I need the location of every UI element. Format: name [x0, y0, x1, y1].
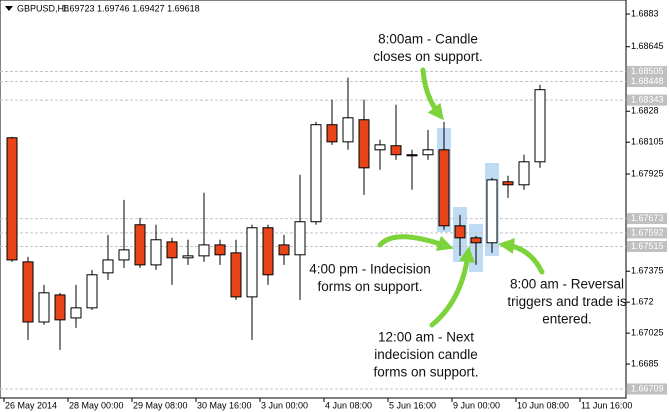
- annotation: 12:00 am - Next: [378, 330, 474, 345]
- candle-body: [422, 149, 434, 156]
- y-tick-label: 1.67375: [631, 266, 664, 276]
- level-label: 1.66709: [631, 383, 664, 393]
- candle-body: [518, 161, 530, 186]
- candle-body: [54, 294, 66, 321]
- x-tick-label: 5 Jun 16:00: [389, 400, 436, 410]
- candle-body: [246, 227, 258, 298]
- candle-body: [326, 124, 338, 143]
- x-tick-label: 30 May 16:00: [197, 400, 252, 410]
- x-tick-label: 28 May 00:00: [69, 400, 124, 410]
- x-tick-label: 26 May 2014: [5, 400, 57, 410]
- y-tick-label: 1.68645: [631, 41, 664, 51]
- annotation: closes on support.: [373, 49, 483, 64]
- candle-body: [406, 154, 418, 157]
- y-tick-label: 1.68105: [631, 137, 664, 147]
- chart-title: GBPUSD,H8: [17, 3, 69, 13]
- candle-body: [198, 244, 210, 257]
- arrow: [420, 67, 444, 121]
- candle-body: [118, 249, 130, 261]
- candle-body: [358, 119, 370, 169]
- level-tag: [627, 227, 667, 239]
- candle-body: [438, 149, 450, 227]
- x-tick-label: 11 Jun 16:00: [581, 400, 632, 410]
- y-tick-label: 1.672: [631, 297, 654, 307]
- candle-body: [182, 255, 194, 259]
- candle-body: [486, 179, 498, 244]
- x-tick-label: 9 Jun 00:00: [453, 400, 500, 410]
- candle-body: [86, 274, 98, 309]
- candle-body: [214, 244, 226, 256]
- candle-body: [102, 259, 114, 274]
- candle-body: [278, 244, 290, 256]
- candle-body: [454, 225, 466, 239]
- candle-body: [470, 237, 482, 244]
- annotation: entered.: [542, 312, 592, 327]
- level-tag: [627, 240, 667, 252]
- annotation: forms on support.: [373, 365, 478, 380]
- annotation: forms on support.: [317, 279, 422, 294]
- candle-body: [262, 227, 274, 276]
- level-label: 1.67515: [631, 241, 664, 251]
- level-label: 1.67673: [631, 213, 664, 223]
- annotation: 8:00 am - Reversal: [510, 277, 624, 292]
- level-label: 1.68343: [631, 94, 664, 104]
- candle-body: [374, 144, 386, 151]
- candle-body: [534, 89, 546, 163]
- annotation: indecision candle: [374, 347, 478, 362]
- candle-body: [230, 252, 242, 298]
- y-tick-label: 1.6828: [631, 106, 659, 116]
- level-label: 1.68448: [631, 76, 664, 86]
- arrow: [429, 246, 475, 328]
- candle-body: [342, 117, 354, 143]
- x-tick-label: 29 May 08:00: [133, 400, 188, 410]
- y-tick-label: 1.6883: [631, 8, 659, 18]
- candle-body: [38, 292, 50, 323]
- candle-body: [390, 145, 402, 156]
- level-tag: [627, 213, 667, 225]
- annotation: 8:00am - Candle: [378, 32, 478, 47]
- x-tick-label: 3 Jun 00:00: [261, 400, 308, 410]
- y-tick-label: 1.67025: [631, 327, 664, 337]
- level-tag: [627, 383, 667, 395]
- annotation: 4:00 pm - Indecision: [309, 262, 431, 277]
- menu-triangle: [5, 6, 13, 11]
- level-tag: [627, 76, 667, 88]
- level-tag: [627, 94, 667, 106]
- candle-body: [310, 124, 322, 223]
- candle-body: [150, 239, 162, 266]
- arrow: [498, 238, 545, 275]
- chart-subtitle: 1.69723 1.69746 1.69427 1.69618: [62, 3, 200, 13]
- candle-body: [22, 261, 34, 323]
- level-label: 1.68505: [631, 66, 664, 76]
- x-tick-label: 4 Jun 08:00: [325, 400, 372, 410]
- annotation: triggers and trade is: [507, 294, 627, 309]
- candle-body: [502, 181, 514, 186]
- arrow: [377, 234, 454, 251]
- candle-body: [6, 137, 18, 261]
- x-tick-label: 10 Jun 08:00: [517, 400, 569, 410]
- candle-body: [166, 241, 178, 259]
- arrows: [377, 67, 545, 328]
- level-tag: [627, 65, 667, 77]
- y-tick-label: 1.6685: [631, 358, 659, 368]
- candle-body: [134, 224, 146, 266]
- candle-body: [70, 307, 82, 319]
- y-tick-label: 1.67925: [631, 168, 664, 178]
- candle-body: [294, 221, 306, 256]
- level-label: 1.67592: [631, 227, 664, 237]
